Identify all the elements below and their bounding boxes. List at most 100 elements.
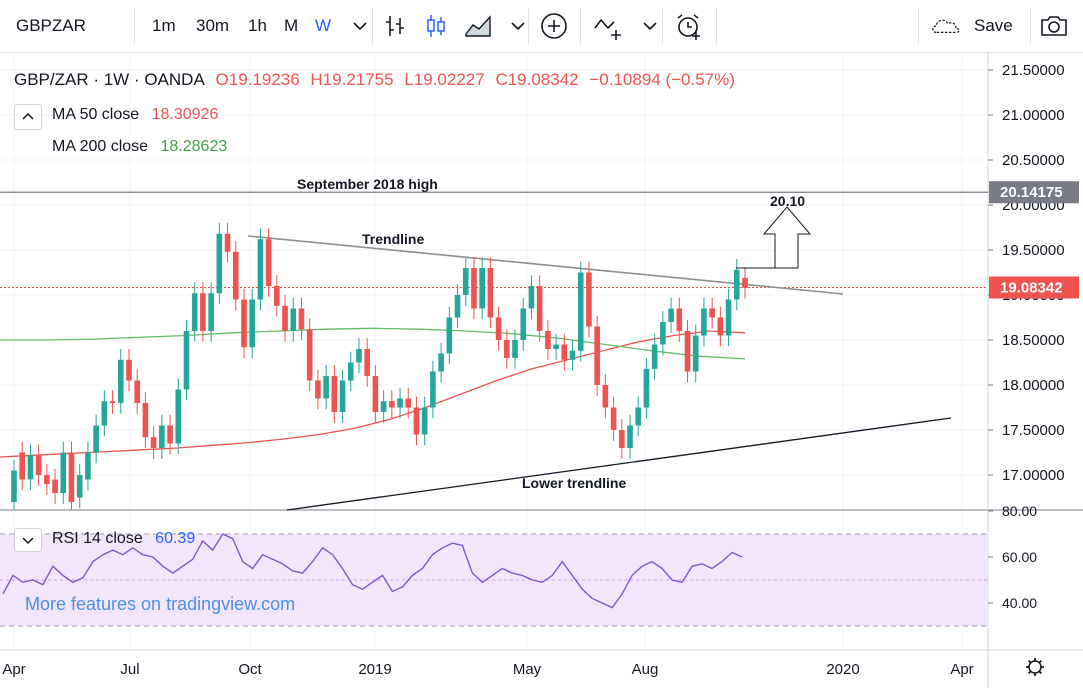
candle-body [191,293,198,331]
price-tick-label: 21.50000 [1002,62,1065,79]
time-tick-label: 2020 [826,661,859,678]
annotation-trendline: Trendline [362,231,424,247]
ma50-line [0,330,746,458]
chevron-down-icon[interactable] [344,10,376,42]
candle-body [520,308,527,340]
candle-body [668,308,674,322]
candle-body [430,371,436,408]
candle-body [692,335,699,372]
candle-body [438,353,444,372]
candle-body [413,407,420,435]
save-button[interactable]: Save [974,16,1013,35]
price-chart[interactable]: September 2018 high Trendline Lower trendl… [0,52,1083,688]
interval-1m-button[interactable]: 1m [152,16,176,35]
chevron-up-icon [22,112,34,120]
candle-body [602,385,609,408]
price-tick-label: 17.00000 [1002,467,1065,484]
indicator-icon[interactable] [592,10,624,42]
candle-body [232,251,239,300]
rsi-value: 60.39 [155,530,196,547]
price-tick-label: 17.50000 [1002,422,1065,439]
symbol-search-button[interactable]: GBPZAR [16,16,86,35]
interval-month-button[interactable]: M [284,16,299,35]
candle-body [446,317,453,354]
tradingview-watermark[interactable]: More features on tradingview.com [25,594,296,614]
chevron-down-icon [22,537,34,545]
time-tick-label: Apr [2,661,25,678]
candle-body [183,331,190,390]
candle-body [569,350,576,360]
candle-body [290,308,297,331]
candle-body [282,305,288,331]
rsi-pane [0,533,988,627]
ma50-legend[interactable]: MA 50 close 18.30926 [52,106,218,124]
toolbar-divider [372,8,373,44]
legend-collapse-button[interactable] [14,104,42,130]
rsi-tick-label: 80.00 [1002,503,1037,519]
candle-body [676,308,683,331]
rsi-label: RSI 14 close [52,530,143,547]
candle-body [717,317,724,336]
plus-circle-icon[interactable] [538,10,570,42]
chevron-down-icon[interactable] [502,10,534,42]
candle-body [52,479,58,493]
annotation-lower-trendline: Lower trendline [522,475,626,491]
candle-body [150,437,157,448]
candle-body [487,268,494,318]
candle-body [117,359,124,403]
candle-body [11,470,17,502]
candle-body [241,299,247,348]
candle-body [725,299,732,336]
annotation-sep-2018-high: September 2018 high [297,176,438,192]
candles-icon[interactable] [420,10,452,42]
candle-body [76,475,83,498]
toolbar-divider [1030,8,1031,44]
ohlc-change: −0.10894 (−0.57%) [589,70,735,89]
time-tick-label: Oct [238,661,262,678]
toolbar-divider [134,8,135,44]
toolbar-divider [716,8,717,44]
chevron-down-icon[interactable] [634,10,666,42]
interval-30m-button[interactable]: 30m [196,16,230,35]
annotation-target-price: 20.10 [770,193,805,209]
candle-body [528,286,535,309]
ma200-legend[interactable]: MA 200 close 18.28623 [52,138,227,156]
annotations: September 2018 high Trendline Lower trendl… [297,176,812,491]
alarm-icon[interactable] [672,10,704,42]
area-chart-icon[interactable] [462,10,494,42]
candle-body [504,340,510,358]
candle-body [364,349,370,376]
interval-week-button[interactable]: W [315,16,332,35]
interval-1h-button[interactable]: 1h [248,16,267,35]
last-price-label: 19.08342 [1000,279,1063,296]
last-price-tag [989,276,1079,299]
top-toolbar: GBPZAR 1m 30m 1h M W Save [0,0,1083,53]
candle-body [142,403,149,438]
candle-body [175,389,182,444]
candle-body [553,344,559,349]
candle-body [610,407,617,430]
candle-body [208,293,214,331]
candle-body [356,349,362,363]
candle-body [651,344,658,369]
time-axis: Apr Jul Oct 2019 May Aug 2020 Apr [2,658,1044,678]
moving-averages [0,327,746,458]
camera-icon[interactable] [1038,10,1070,42]
price-tick-label: 18.00000 [1002,377,1065,394]
bar-chart-icon[interactable] [380,10,412,42]
ohlc-low: L19.02227 [404,70,485,89]
candle-body [306,329,313,381]
candle-body [339,380,346,412]
candle-body [512,340,518,358]
candle-body [405,398,412,408]
candle-body [85,452,91,480]
candle-body [742,277,748,288]
cloud-icon[interactable] [930,10,962,42]
candle-body [397,398,403,408]
toolbar-divider [918,8,919,44]
ohlc-open: O19.19236 [215,70,300,89]
rsi-collapse-button[interactable] [14,528,42,552]
candle-body [44,475,50,484]
time-tick-label: May [513,661,542,678]
settings-icon[interactable] [1026,658,1044,676]
